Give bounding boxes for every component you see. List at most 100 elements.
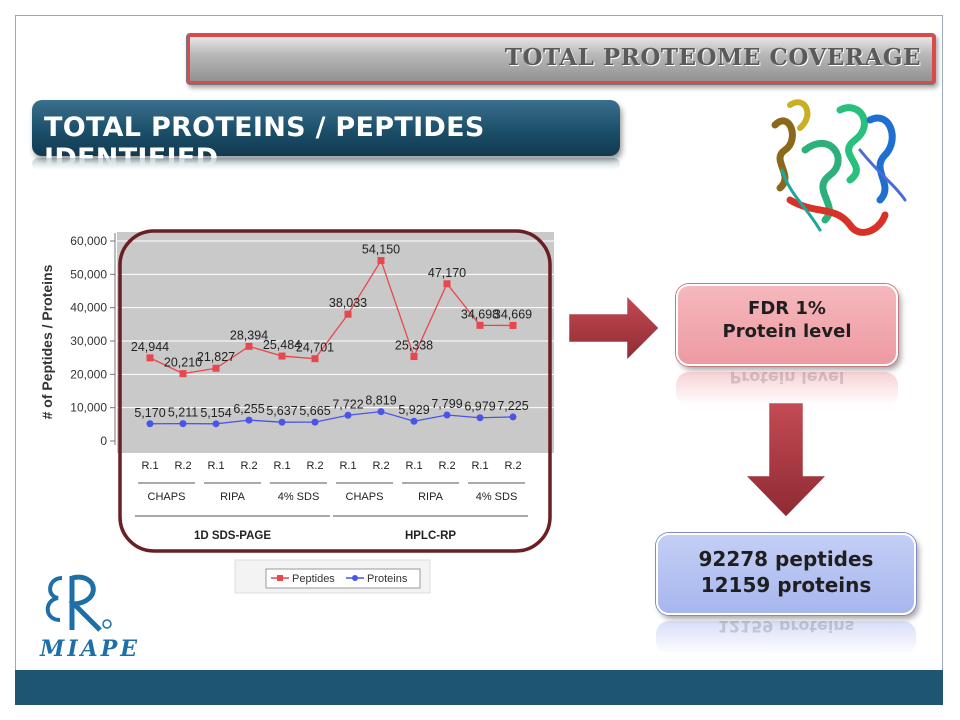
protein-data-label: 8,819 [365,394,396,408]
legend-proteins-label: Proteins [367,573,408,585]
protein-point [410,417,418,425]
slide-title-text: TOTAL PROTEINS / PEPTIDES IDENTIFIED [44,112,485,174]
peptide-point [476,321,484,329]
result-peptides: 92278 peptides [698,547,874,571]
miape-logo-text: MIAPE [40,636,141,662]
peptide-data-label: 20,210 [164,356,202,370]
peptide-point [212,364,220,372]
y-tick-label: 40,000 [70,301,107,315]
peptide-point [146,354,154,362]
peptide-data-label: 24,944 [131,340,169,354]
peptide-point [311,355,319,363]
peptide-data-label: 28,394 [230,328,268,342]
peptide-data-label: 34,698 [461,307,499,321]
grid-lines [117,240,554,409]
y-tick-label: 10,000 [70,401,107,415]
protein-point [344,411,352,419]
peptide-data-label: 25,484 [263,338,301,352]
peptide-data-label: 24,701 [296,341,334,355]
x-tick-label: R.1 [471,460,488,472]
peptide-point [509,321,517,329]
method-label: HPLC-RP [405,530,456,542]
result-box-reflection: 12159 proteins [656,621,916,655]
x-tick-label: R.1 [405,460,422,472]
series-line-peptides [149,258,514,375]
slide-title: TOTAL PROTEINS / PEPTIDES IDENTIFIED [32,100,620,174]
x-tick-label: R.1 [141,460,158,472]
protein-point [311,418,319,426]
protein-point [509,413,517,421]
peptide-data-label: 25,338 [395,339,433,353]
protein-data-label: 5,170 [134,406,165,420]
plot-area [117,232,554,453]
header-banner-text: TOTAL PROTEOME COVERAGE [504,44,921,71]
arrow-right-icon [566,290,662,366]
legend-peptides-label: Peptides [292,573,335,585]
x-tick-label: R.2 [504,460,521,472]
protein-data-label: 6,979 [464,400,495,414]
x-tick-label: R.2 [174,460,191,472]
group-label: CHAPS [346,491,384,503]
protein-data-label: 7,722 [332,397,363,411]
x-tick-label: R.2 [306,460,323,472]
protein-point [443,411,451,419]
protein-point [146,420,154,428]
group-label: RIPA [418,491,444,503]
peptide-point [344,310,352,318]
fdr-line-2: Protein level [722,321,852,342]
protein-data-label: 5,637 [266,404,297,418]
footer-bar [15,670,943,705]
group-label: 4% SDS [278,491,320,503]
highlight-frame [118,229,552,553]
arrow-down-icon [741,400,831,520]
chart-legend: Peptides Proteins [234,559,431,594]
peptide-data-label: 34,669 [494,307,532,321]
protein-point [212,420,220,428]
peptide-point [410,353,418,361]
fdr-box-reflection: Protein level [676,372,898,406]
y-axis-label: # of Peptides / Proteins [39,264,55,419]
x-tick-label: R.1 [207,460,224,472]
protein-point [179,420,187,428]
protein-data-label: 5,929 [398,403,429,417]
protein-point [278,418,286,426]
protein-data-label: 5,211 [168,406,198,420]
x-tick-label: R.1 [339,460,356,472]
protein-data-label: 6,255 [233,402,264,416]
title-reflection [32,158,620,170]
y-tick-label: 0 [100,434,107,448]
peptide-point [377,257,385,264]
peptide-data-label: 54,150 [362,243,400,257]
protein-ribbon-icon [771,99,907,236]
peptide-point [179,370,187,378]
x-tick-label: R.1 [273,460,290,472]
result-reflection-text: 12159 proteins [717,621,855,636]
header-banner: TOTAL PROTEOME COVERAGE [186,33,936,85]
peptide-data-label: 21,827 [197,350,235,364]
fdr-box: FDR 1% Protein level [676,284,898,366]
legend-peptides-marker [277,575,283,581]
x-tick-label: R.2 [240,460,257,472]
protein-point [476,414,484,422]
fdr-reflection-text: Protein level [729,372,845,387]
y-tick-label: 20,000 [70,367,107,381]
peptide-data-label: 47,170 [428,266,466,280]
ER-logo-icon [45,574,112,632]
result-proteins: 12159 proteins [700,573,872,597]
peptide-point [245,342,253,350]
protein-data-label: 7,225 [497,399,528,413]
y-tick-label: 30,000 [70,334,107,348]
x-axis: R.1 R.2 R.1 R.2 R.1 R.2 R.1 R.2 R.1 R.2 R.1 R.2 CHAP… [135,460,528,542]
protein-data-label: 7,799 [431,397,462,411]
group-label: 4% SDS [476,491,518,503]
y-axis: 0 10,000 20,000 30,000 40,000 50,000 60,000 [70,233,116,448]
group-label: RIPA [220,491,246,503]
peptide-data-label: 38,033 [329,296,367,310]
legend-proteins-marker [352,575,358,581]
y-tick-label: 60,000 [70,234,107,248]
protein-point [245,416,253,424]
series-line-proteins [149,410,514,425]
result-box: 92278 peptides 12159 proteins [656,533,916,615]
